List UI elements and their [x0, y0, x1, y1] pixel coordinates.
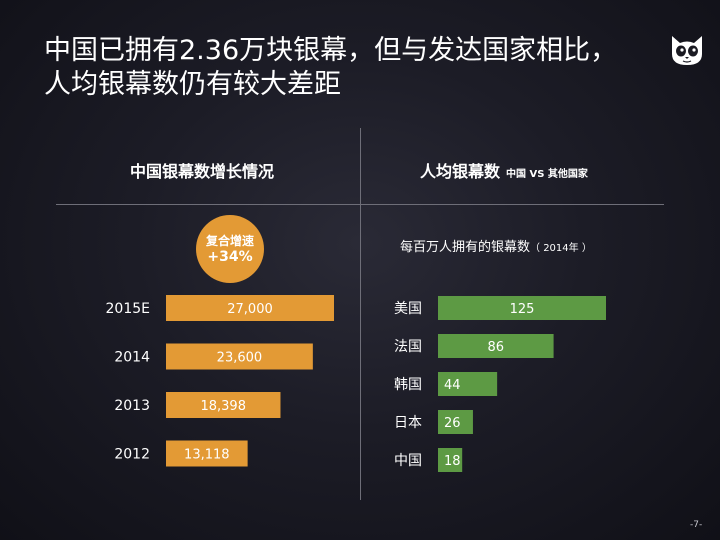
- screens-per-million-bar: [438, 372, 498, 396]
- badge-value: +34%: [207, 248, 253, 265]
- screen-count-bar: [166, 440, 248, 467]
- right-chart-subtitle: 每百万人拥有的银幕数（ 2014年 ）: [400, 236, 592, 255]
- screens-per-million-category-label: 美国: [394, 301, 422, 317]
- screens-per-million-bar: [438, 410, 473, 434]
- screen-count-bar: [166, 392, 281, 418]
- screens-per-million-value-label: 26: [444, 416, 461, 431]
- screen-count-value-label: 13,118: [184, 448, 230, 463]
- screens-per-million-category-label: 日本: [394, 415, 422, 431]
- screens-per-million-value-label: 125: [510, 302, 535, 317]
- screen-count-value-label: 27,000: [227, 302, 273, 317]
- left-panel-title: 中国银幕数增长情况: [130, 162, 275, 181]
- subtitle-text: 每百万人拥有的银幕数: [400, 240, 531, 255]
- screens-per-million-value-label: 86: [488, 340, 505, 355]
- screens-per-million-category-label: 法国: [394, 339, 422, 355]
- subtitle-note: （ 2014年 ）: [530, 243, 592, 254]
- right-panel-title: 人均银幕数 中国 VS 其他国家: [420, 158, 588, 182]
- screen-count-category-label: 2015E: [106, 301, 150, 317]
- screens-per-million-value-label: 18: [444, 454, 461, 469]
- screens-per-million-bar: [438, 448, 463, 472]
- cat-face-icon: [668, 30, 706, 68]
- slide-title: 中国已拥有2.36万块银幕，但与发达国家相比， 人均银幕数仍有较大差距: [44, 34, 644, 102]
- right-panel-title-suffix: 中国 VS 其他国家: [506, 169, 588, 180]
- screens-per-million-category-label: 韩国: [394, 377, 422, 393]
- screens-per-million-bar: [438, 334, 554, 358]
- screen-count-bar: [166, 295, 334, 321]
- title-line-2: 人均银幕数仍有较大差距: [44, 69, 341, 100]
- right-panel-title-main: 人均银幕数: [420, 162, 501, 181]
- page-number: -7-: [690, 520, 703, 530]
- badge-label: 复合增速: [205, 233, 254, 248]
- screens-per-million-category-label: 中国: [394, 453, 422, 469]
- screen-count-category-label: 2013: [114, 398, 150, 414]
- vertical-divider: [360, 128, 361, 500]
- horizontal-divider: [56, 204, 664, 205]
- title-line-1: 中国已拥有2.36万块银幕，但与发达国家相比，: [44, 35, 618, 66]
- screen-count-value-label: 23,600: [217, 351, 263, 366]
- screens-per-million-bar: [438, 296, 606, 320]
- screen-count-bar: [166, 343, 313, 370]
- growth-rate-badge: 复合增速 +34%: [196, 215, 264, 283]
- screen-count-category-label: 2014: [114, 350, 150, 366]
- screens-per-million-value-label: 44: [444, 378, 461, 393]
- screen-count-value-label: 18,398: [200, 399, 246, 414]
- screen-count-category-label: 2012: [114, 447, 150, 463]
